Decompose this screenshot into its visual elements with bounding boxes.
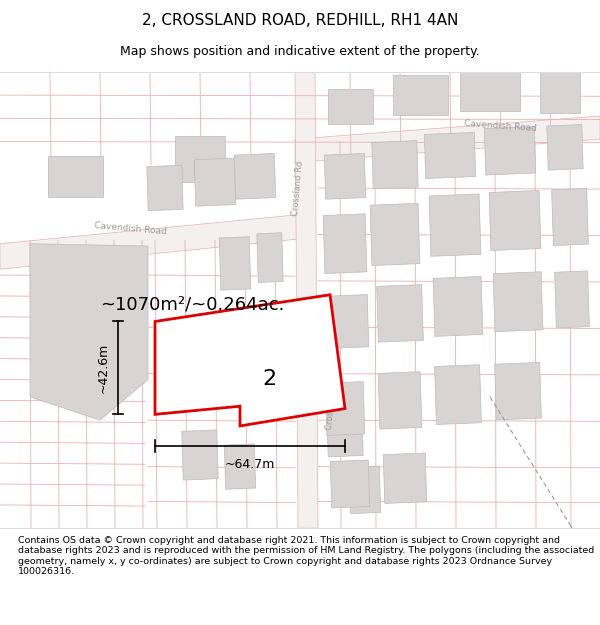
Text: 2, CROSSLAND ROAD, REDHILL, RH1 4AN: 2, CROSSLAND ROAD, REDHILL, RH1 4AN	[142, 12, 458, 28]
Text: Cavendish Road: Cavendish Road	[463, 119, 536, 134]
Polygon shape	[235, 154, 275, 199]
Polygon shape	[424, 132, 476, 179]
Text: ~1070m²/~0.264ac.: ~1070m²/~0.264ac.	[100, 295, 284, 313]
Polygon shape	[219, 237, 251, 290]
Text: Map shows position and indicative extent of the property.: Map shows position and indicative extent…	[120, 45, 480, 58]
Polygon shape	[182, 430, 218, 480]
Polygon shape	[30, 244, 148, 420]
Polygon shape	[383, 453, 427, 503]
Polygon shape	[327, 294, 369, 348]
Polygon shape	[372, 141, 418, 189]
Polygon shape	[325, 382, 365, 436]
Polygon shape	[295, 72, 318, 528]
Text: Contains OS data © Crown copyright and database right 2021. This information is : Contains OS data © Crown copyright and d…	[18, 536, 594, 576]
Polygon shape	[295, 116, 600, 162]
Polygon shape	[0, 214, 310, 269]
Polygon shape	[378, 372, 422, 429]
Polygon shape	[349, 466, 380, 514]
Polygon shape	[325, 154, 365, 199]
Polygon shape	[493, 272, 543, 332]
Polygon shape	[224, 444, 256, 489]
Text: Crossland Road: Crossland Road	[325, 364, 340, 430]
Polygon shape	[554, 271, 589, 328]
Polygon shape	[433, 276, 483, 336]
Text: ~42.6m: ~42.6m	[97, 342, 110, 393]
Polygon shape	[489, 191, 541, 251]
Text: Cavendish Road: Cavendish Road	[94, 221, 167, 236]
Polygon shape	[540, 72, 580, 113]
Polygon shape	[392, 75, 448, 116]
Polygon shape	[155, 295, 345, 426]
Polygon shape	[429, 194, 481, 256]
Polygon shape	[494, 362, 541, 420]
Text: ~64.7m: ~64.7m	[225, 458, 275, 471]
Polygon shape	[460, 68, 520, 111]
Polygon shape	[327, 407, 363, 457]
Polygon shape	[194, 158, 236, 206]
Polygon shape	[323, 214, 367, 274]
Text: 2: 2	[262, 369, 276, 389]
Polygon shape	[484, 127, 536, 175]
Polygon shape	[328, 89, 373, 124]
Polygon shape	[434, 365, 481, 424]
Polygon shape	[370, 203, 420, 266]
Polygon shape	[47, 156, 103, 197]
Polygon shape	[257, 232, 283, 282]
Text: Crossland Rd: Crossland Rd	[291, 160, 305, 216]
Polygon shape	[547, 124, 583, 170]
Polygon shape	[377, 284, 424, 342]
Polygon shape	[147, 165, 183, 211]
Polygon shape	[175, 136, 225, 182]
Polygon shape	[331, 460, 370, 508]
Polygon shape	[551, 189, 589, 246]
